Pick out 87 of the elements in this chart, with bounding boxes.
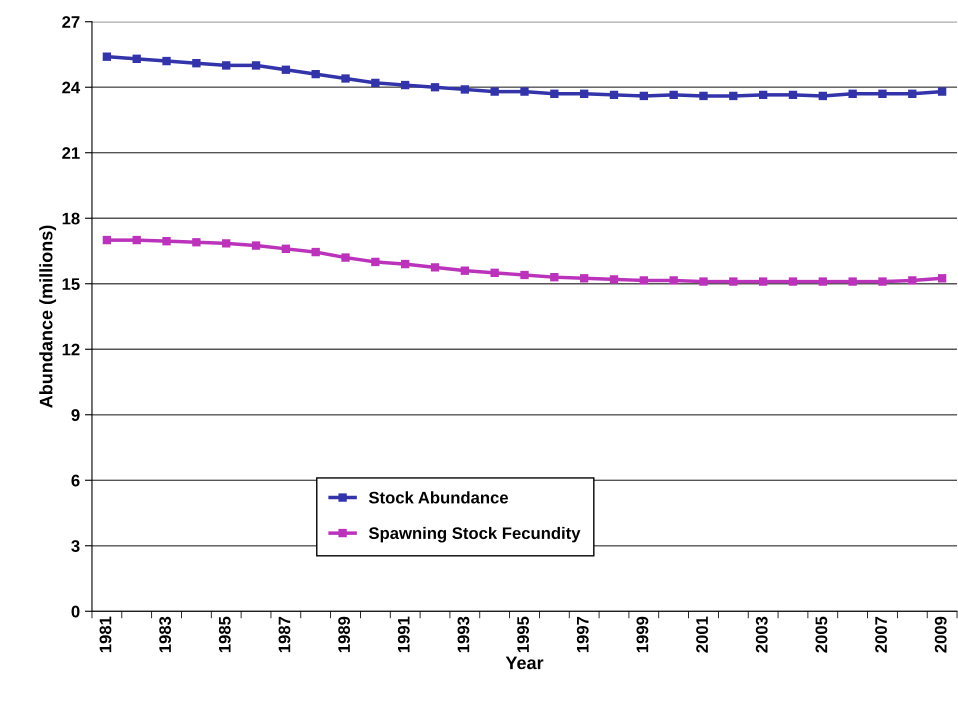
point [162, 56, 171, 66]
point [729, 92, 738, 100]
y-tick-label: 18 [62, 212, 80, 224]
point [312, 70, 320, 78]
point [460, 85, 470, 94]
point [132, 54, 141, 64]
point [550, 273, 558, 282]
point [341, 253, 350, 262]
point [640, 276, 648, 285]
point [371, 78, 380, 88]
x-tick-label: 2009 [934, 616, 947, 653]
point [222, 239, 230, 248]
legend-label: Stock Abundance [368, 491, 508, 504]
point [610, 275, 618, 284]
point [758, 277, 768, 286]
x-tick-label: 1989 [338, 616, 350, 652]
point [758, 90, 768, 100]
point [818, 92, 827, 100]
point [520, 87, 529, 96]
x-tick-label: 1995 [517, 616, 529, 652]
point [699, 277, 708, 286]
point [312, 248, 320, 256]
point [938, 274, 946, 282]
point [908, 90, 916, 98]
point [490, 87, 499, 96]
point [669, 90, 678, 100]
x-tick-label: 1981 [100, 616, 112, 652]
point [788, 90, 798, 100]
point [371, 258, 380, 266]
point [818, 277, 827, 286]
y-tick-label: 15 [62, 278, 80, 290]
point [282, 244, 290, 253]
point [848, 90, 857, 98]
legend-label: Spawning Stock Fecundity [368, 526, 580, 542]
y-tick-label: 9 [71, 409, 80, 421]
point [341, 74, 350, 83]
point [580, 274, 588, 282]
x-tick-label: 1999 [636, 616, 648, 652]
x-tick-label: 1983 [159, 616, 172, 652]
point [132, 236, 141, 244]
point [520, 270, 529, 280]
point [252, 61, 260, 70]
x-tick-label: 2007 [875, 616, 887, 653]
point [848, 277, 857, 286]
point [640, 92, 648, 100]
point [252, 241, 260, 250]
point [490, 268, 499, 277]
point [430, 263, 440, 272]
x-tick-label: 2001 [696, 616, 708, 653]
point [788, 277, 798, 286]
point [878, 277, 887, 286]
y-tick-label: 24 [62, 82, 80, 94]
y-tick-label: 21 [62, 147, 80, 159]
x-tick-label: 2005 [815, 616, 828, 653]
point [938, 87, 946, 96]
y-axis-title: Abundance (millions) [39, 226, 56, 408]
point [610, 90, 618, 100]
point [222, 61, 230, 70]
x-tick-label: 2003 [756, 616, 768, 653]
point [580, 90, 588, 98]
point [401, 80, 410, 90]
x-tick-label: 1993 [458, 616, 470, 652]
x-tick-label: 1987 [278, 616, 290, 652]
y-tick-label: 6 [72, 474, 80, 486]
point [460, 266, 470, 275]
x-tick-label: 1991 [398, 616, 410, 652]
point [192, 238, 201, 246]
x-axis-title: Year [506, 656, 544, 670]
point [102, 236, 112, 244]
y-tick-label: 0 [72, 606, 80, 618]
y-tick-label: 3 [71, 540, 80, 552]
point [192, 59, 201, 68]
point [729, 277, 738, 286]
point [908, 276, 916, 285]
point [282, 66, 290, 74]
point [699, 92, 708, 100]
x-tick-label: 1997 [576, 616, 589, 652]
point [550, 90, 558, 98]
x-tick-label: 1985 [218, 616, 231, 652]
point [162, 237, 171, 246]
point [878, 90, 887, 98]
point [669, 276, 678, 285]
y-tick-label: 12 [62, 344, 80, 356]
y-tick-label: 27 [62, 16, 80, 28]
point [401, 260, 410, 268]
point [430, 83, 440, 92]
point [102, 52, 112, 61]
